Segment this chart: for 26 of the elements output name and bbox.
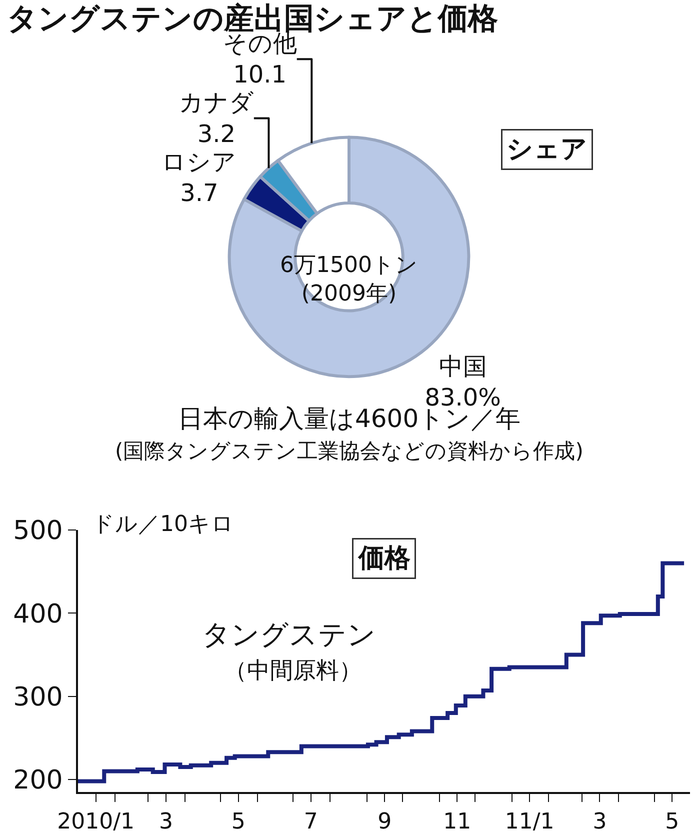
- x-tick-label: 11/1: [504, 809, 554, 834]
- annotation: （中間原料）: [224, 658, 362, 684]
- data-label: 10.1: [233, 60, 287, 89]
- text: (国際タングステン工業協会などの資料から作成): [115, 439, 584, 463]
- y-tick-label: 300: [13, 682, 63, 712]
- data-label: 3.7: [180, 179, 218, 208]
- y-tick-label: 200: [13, 766, 63, 796]
- x-tick-label: 9: [378, 809, 392, 834]
- text: 価格: [358, 544, 410, 574]
- x-tick-label: 2010/1: [57, 809, 135, 834]
- slice-label: カナダ: [178, 88, 254, 117]
- slice-label: ロシア: [162, 148, 237, 176]
- data-label: 3.2: [197, 120, 236, 148]
- x-tick-label: 3: [158, 809, 173, 834]
- slice-label: 中国: [438, 352, 487, 380]
- y-tick-label: 400: [13, 599, 63, 630]
- text: シェア: [506, 134, 588, 164]
- text: 6万1500トン (2009年): [280, 253, 418, 307]
- y-axis-title: ドル／10キロ: [92, 512, 234, 537]
- x-tick-label: 11: [443, 809, 472, 834]
- y-tick-label: 500: [13, 516, 63, 546]
- x-tick-label: 5: [665, 809, 680, 834]
- x-tick-label: 3: [592, 809, 607, 834]
- text: タングステン: [202, 618, 376, 651]
- x-tick-label: 7: [304, 809, 318, 834]
- x-tick-label: 5: [231, 809, 246, 834]
